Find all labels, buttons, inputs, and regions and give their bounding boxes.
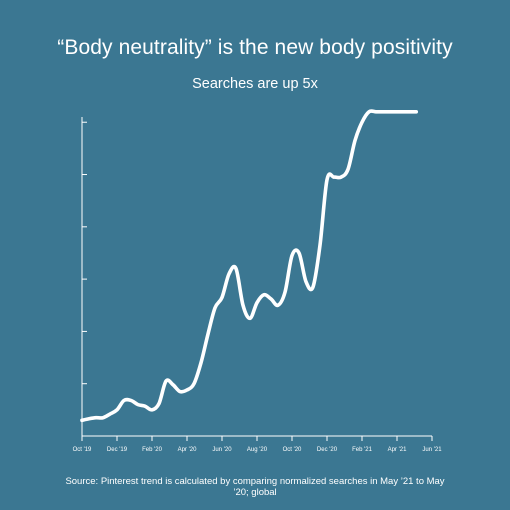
x-axis-labels: Oct '19 Dec '19 Feb '20 Apr '20 Jun '20 Aug '… [73,447,443,453]
x-tick-label: Jun '20 [212,447,232,453]
x-tick-label: Aug '20 [247,447,268,453]
x-tick-label: Oct '20 [283,447,302,453]
chart-axes [81,117,433,441]
chart-subtitle: Searches are up 5x [192,76,318,92]
x-tick-label: Dec '20 [317,447,338,453]
source-note: Source: Pinterest trend is calculated by… [65,476,445,498]
x-tick-label: Dec '19 [107,447,128,453]
x-tick-label: Feb '20 [142,447,162,453]
plot-area [80,109,419,423]
x-tick-label: Oct '19 [73,447,92,453]
series-line [80,109,419,423]
chart-title: “Body neutrality” is the new body positi… [57,36,453,59]
x-tick-label: Feb '21 [352,447,372,453]
x-tick-label: Apr '21 [388,447,407,453]
x-tick-label: Jun '21 [422,447,442,453]
x-tick-label: Apr '20 [178,447,197,453]
